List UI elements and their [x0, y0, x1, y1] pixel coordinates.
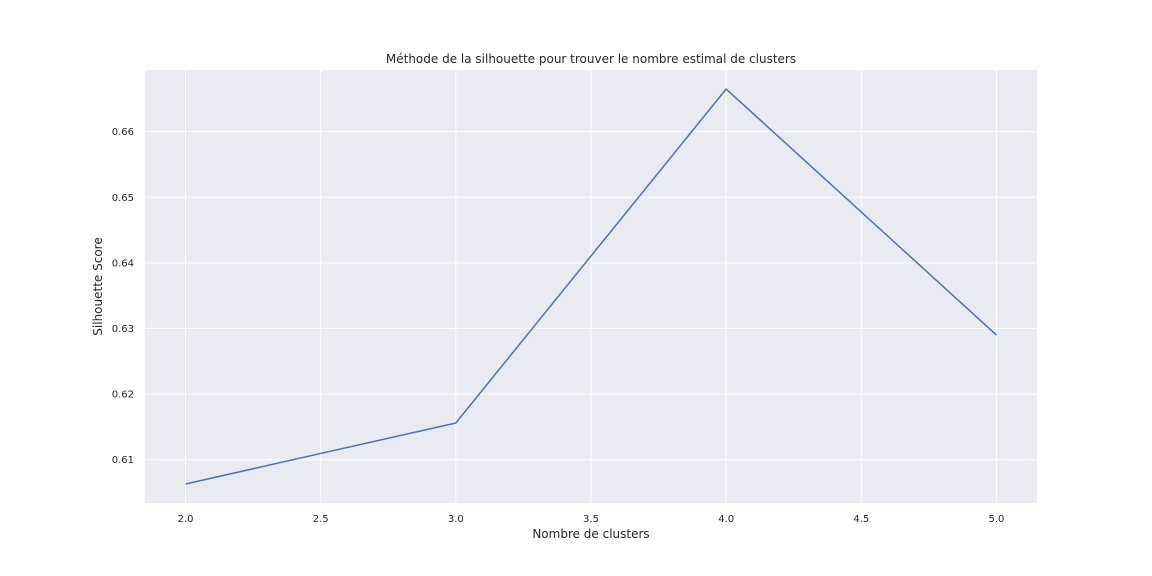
chart-title: Méthode de la silhouette pour trouver le… — [386, 52, 796, 66]
y-axis-ticks: 0.61 0.62 0.63 0.64 0.65 0.66 — [112, 127, 134, 466]
series-layer — [185, 88, 997, 485]
x-tick-label: 4.5 — [853, 514, 869, 525]
series-line — [185, 88, 997, 485]
y-tick-label: 0.63 — [112, 324, 134, 335]
x-tick-label: 5.0 — [989, 514, 1005, 525]
y-tick-label: 0.65 — [112, 193, 134, 204]
x-tick-label: 2.5 — [313, 514, 329, 525]
x-axis-label: Nombre de clusters — [532, 527, 649, 541]
y-tick-label: 0.61 — [112, 455, 134, 466]
x-tick-label: 3.0 — [448, 514, 464, 525]
y-tick-label: 0.62 — [112, 390, 134, 401]
y-tick-label: 0.64 — [112, 258, 134, 269]
x-tick-label: 4.0 — [718, 514, 734, 525]
x-tick-label: 3.5 — [583, 514, 599, 525]
y-axis-label: Silhouette Score — [91, 237, 105, 335]
x-axis-ticks: 2.0 2.5 3.0 3.5 4.0 4.5 5.0 — [178, 514, 1005, 525]
x-tick-label: 2.0 — [178, 514, 194, 525]
y-tick-label: 0.66 — [112, 127, 134, 138]
